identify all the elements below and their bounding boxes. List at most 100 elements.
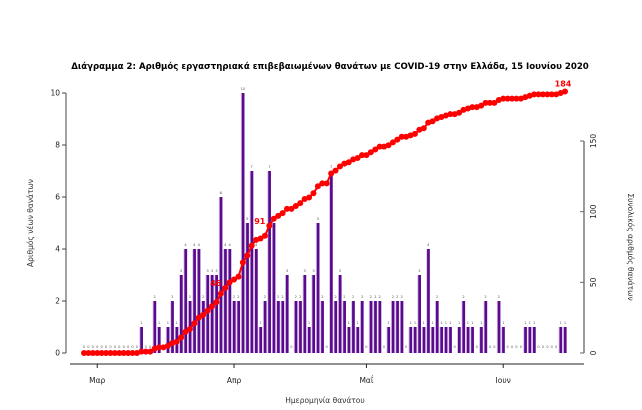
cumulative-point (319, 180, 326, 187)
bar-value-label: 2 (484, 295, 486, 299)
bar-value-label: 0 (123, 345, 126, 349)
bar (502, 327, 505, 353)
bar (171, 301, 174, 353)
y-left-tick-label: 10 (50, 89, 60, 98)
cumulative-point (478, 102, 485, 109)
bar-value-label: 0 (383, 345, 386, 349)
bar-value-label: 0 (493, 345, 496, 349)
bar-value-label: 1 (176, 321, 178, 325)
bar-value-label: 0 (520, 345, 523, 349)
bar (153, 301, 157, 353)
cumulative-point (111, 350, 118, 356)
cumulative-point (314, 183, 321, 190)
bar-value-label: 0 (127, 345, 130, 349)
bar (210, 275, 214, 353)
bar (347, 327, 351, 353)
cumulative-point (178, 334, 185, 341)
bar (157, 327, 161, 353)
bar-value-label: 1 (431, 321, 433, 325)
cumulative-point (491, 99, 498, 106)
bar (263, 301, 267, 353)
bar (272, 223, 276, 353)
bar (303, 275, 307, 353)
cumulative-point (125, 350, 132, 356)
cumulative-point (562, 88, 568, 95)
bar-value-label: 2 (396, 295, 398, 299)
bar-value-label: 3 (312, 269, 314, 273)
bar (422, 327, 426, 353)
bar-value-label: 3 (303, 269, 305, 273)
cumulative-point (420, 125, 427, 132)
bar-value-label: 0 (131, 345, 134, 349)
x-axis-label: Ημερομηνία θανάτου (285, 396, 365, 405)
bar (215, 275, 218, 353)
cumulative-point (257, 235, 264, 242)
cumulative-point (372, 146, 379, 153)
y-right-tick-label: 150 (589, 134, 598, 149)
bar (480, 327, 483, 353)
bar (418, 275, 421, 353)
bar (246, 223, 249, 353)
bar (462, 301, 466, 353)
bar-value-label: 2 (321, 295, 323, 299)
bar (431, 327, 435, 353)
bar-value-label: 0 (109, 345, 112, 349)
bar-value-label: 2 (281, 295, 283, 299)
bar-value-label: 0 (114, 345, 117, 349)
bar-value-label: 3 (215, 269, 217, 273)
bar-value-label: 0 (290, 345, 293, 349)
bar-value-label: 0 (105, 345, 108, 349)
bar-value-label: 2 (361, 295, 363, 299)
bar (299, 301, 302, 353)
bar (179, 275, 183, 353)
bar (166, 327, 170, 353)
cumulative-point (509, 95, 516, 102)
bar-value-label: 1 (308, 321, 310, 325)
bar (281, 301, 285, 353)
x-tick-label: Μαρ (89, 376, 105, 385)
cumulative-point (376, 143, 383, 150)
bar (307, 327, 311, 353)
bar-value-label: 2 (189, 295, 191, 299)
bar-value-label: 0 (546, 345, 549, 349)
cumulative-point (173, 338, 180, 345)
bar (374, 301, 377, 353)
cumulative-point (398, 133, 405, 140)
bar-value-label: 1 (445, 321, 447, 325)
bar-value-label: 2 (436, 295, 438, 299)
y-right-tick-label: 0 (589, 350, 598, 355)
y-axis-right-label: Συνολικός αριθμός θανάτων (626, 193, 635, 300)
cumulative-point (129, 350, 136, 356)
bar (285, 275, 289, 353)
bar-value-label: 7 (330, 165, 332, 169)
bar (334, 301, 338, 353)
bar-value-label: 1 (449, 321, 451, 325)
cumulative-point (500, 95, 507, 102)
cumulative-point (116, 350, 123, 356)
cumulative-point (231, 276, 238, 283)
bar-value-label: 1 (458, 321, 460, 325)
bar (277, 301, 280, 353)
cumulative-point (217, 290, 224, 297)
bar-value-label: 2 (392, 295, 394, 299)
bar-value-label: 0 (506, 345, 509, 349)
bar (528, 327, 532, 353)
bar-value-label: 2 (277, 295, 279, 299)
bar (471, 327, 474, 353)
cumulative-point (213, 299, 220, 306)
bar (312, 275, 316, 353)
bar (219, 197, 223, 353)
bar (197, 249, 201, 353)
cumulative-point (548, 91, 555, 98)
bar (206, 275, 210, 353)
cumulative-point (429, 118, 436, 125)
y-left-tick-label: 0 (55, 349, 60, 358)
bar (241, 93, 245, 353)
bar-value-label: 4 (228, 243, 231, 247)
cumulative-point (138, 348, 145, 355)
cumulative-point (107, 350, 114, 356)
bar-value-label: 0 (537, 345, 540, 349)
cumulative-point (539, 91, 546, 98)
bar-value-label: 1 (559, 321, 561, 325)
cumulative-point (482, 99, 489, 106)
